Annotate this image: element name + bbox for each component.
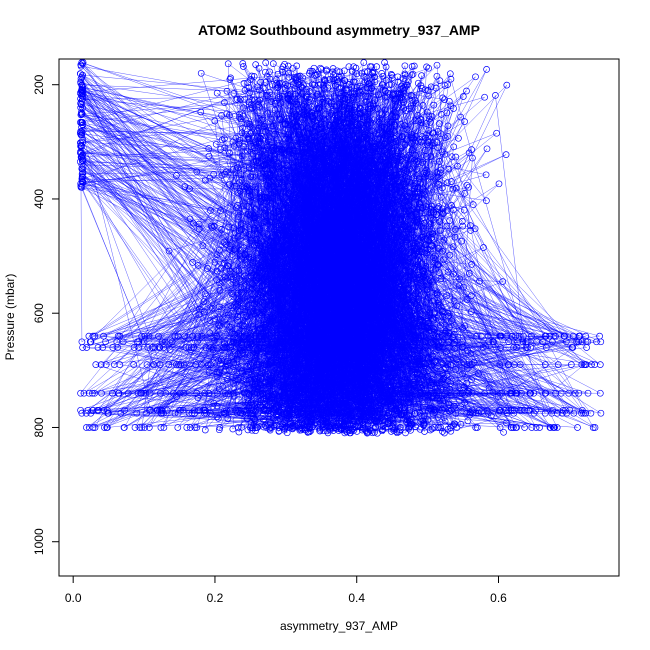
x-tick-label: 0.6 xyxy=(490,591,507,605)
y-tick-label: 600 xyxy=(32,303,46,323)
y-tick-label: 400 xyxy=(32,189,46,209)
y-axis: 200 400 600 800 1000 xyxy=(32,74,60,555)
y-axis-label: Pressure (mbar) xyxy=(3,274,17,361)
y-tick-label: 200 xyxy=(32,74,46,94)
chart-title: ATOM2 Southbound asymmetry_937_AMP xyxy=(198,22,480,38)
x-axis-label: asymmetry_937_AMP xyxy=(280,619,398,633)
x-tick-label: 0.4 xyxy=(348,591,365,605)
plot-area xyxy=(76,59,605,437)
series-points xyxy=(76,59,605,437)
series-blue xyxy=(76,59,605,437)
x-axis: 0.0 0.2 0.4 0.6 xyxy=(65,575,507,605)
x-tick-label: 0.0 xyxy=(65,591,82,605)
x-tick-label: 0.2 xyxy=(207,591,224,605)
y-tick-label: 800 xyxy=(32,417,46,437)
y-tick-label: 1000 xyxy=(32,528,46,555)
